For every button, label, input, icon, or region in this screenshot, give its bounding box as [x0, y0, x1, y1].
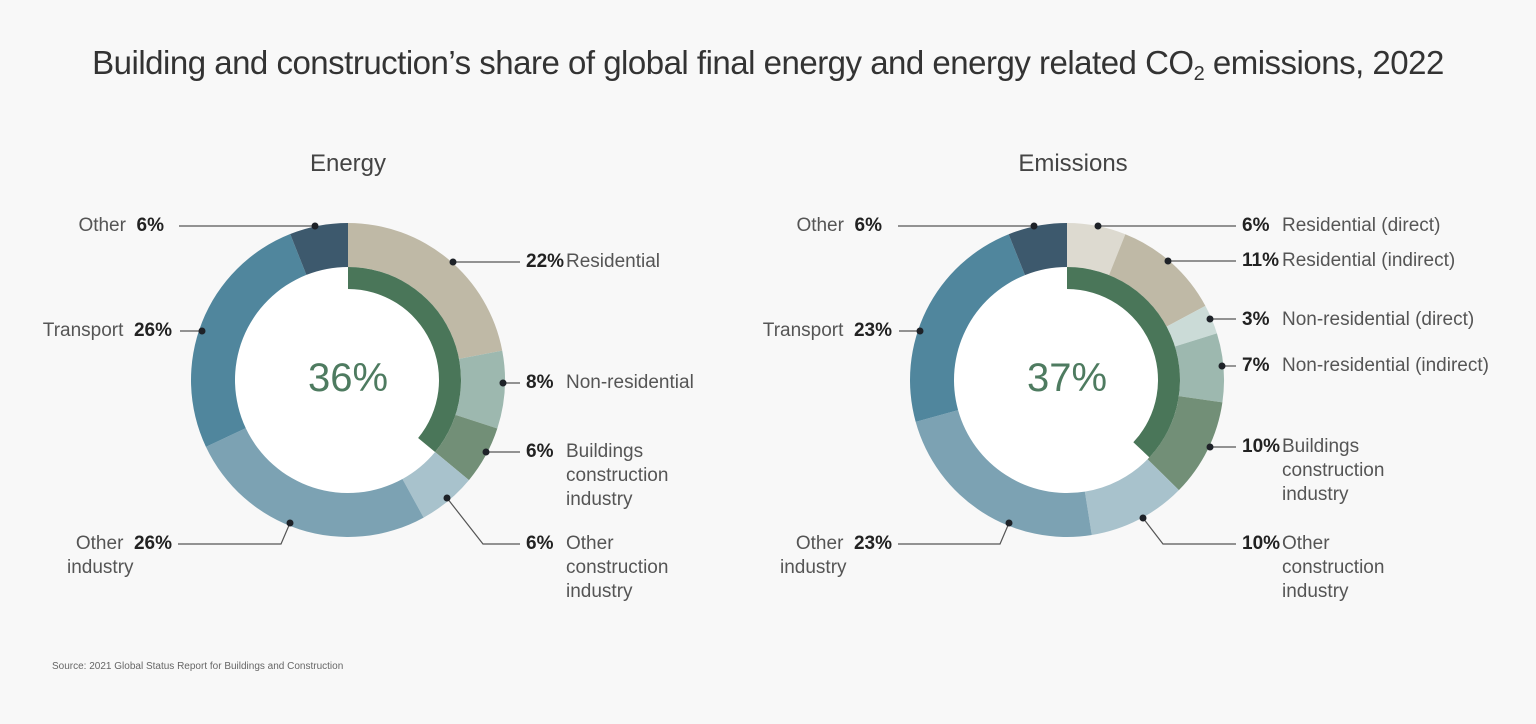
donut-segment	[290, 223, 348, 275]
label-pct: 10%	[1242, 436, 1281, 457]
emissions-label-residential-indirect: 11% Residential (indirect)	[1242, 249, 1455, 273]
label-pct: 6%	[526, 533, 554, 554]
label-pct: 23%	[853, 533, 892, 554]
donut-segment	[909, 234, 1026, 422]
energy-label-other-construction: 6% Other construction industry	[526, 532, 668, 604]
leader-dots	[198, 222, 1226, 527]
label-name: industry	[566, 581, 633, 602]
label-pct: 26%	[133, 533, 172, 554]
donut-segment	[348, 223, 503, 359]
label-name: industry	[67, 557, 134, 578]
buildings-share-arc	[1067, 267, 1180, 458]
label-name: Residential (direct)	[1282, 215, 1441, 236]
label-name: Transport	[42, 320, 124, 341]
label-name: Buildings	[1282, 436, 1360, 457]
title-tail: emissions, 2022	[1204, 44, 1444, 81]
label-pct: 22%	[526, 251, 565, 272]
label-name: construction	[566, 557, 669, 578]
label-pct: 10%	[1242, 533, 1281, 554]
label-pct: 11%	[1242, 250, 1279, 271]
donut-segment	[1108, 234, 1206, 327]
label-name: construction	[566, 465, 669, 486]
label-name: Buildings	[566, 441, 644, 462]
label-pct: 6%	[136, 215, 164, 236]
label-name: Other	[1282, 533, 1330, 554]
energy-label-buildings-construction: 6% Buildings construction industry	[526, 440, 668, 512]
label-name: Non-residential (direct)	[1282, 309, 1475, 330]
label-name: Other	[75, 533, 124, 554]
emissions-donut	[909, 223, 1225, 538]
label-name: Non-residential (indirect)	[1282, 355, 1489, 376]
donut-segment	[402, 452, 469, 518]
donut-segment	[1147, 396, 1223, 491]
label-pct: 8%	[526, 372, 554, 393]
title-text: Building and construction’s share of glo…	[92, 44, 1194, 81]
donut-segment	[205, 428, 424, 537]
label-pct: 6%	[526, 441, 554, 462]
emissions-label-transport: Transport 23%	[740, 319, 892, 343]
buildings-share-arc	[348, 267, 461, 453]
emissions-label-residential-direct: 6% Residential (direct)	[1242, 214, 1440, 238]
energy-center-value: 36%	[307, 356, 389, 400]
emissions-center-value: 37%	[1026, 356, 1108, 400]
energy-label-transport: Transport 26%	[20, 319, 172, 343]
donut-segment	[1166, 305, 1217, 347]
label-name: industry	[566, 489, 633, 510]
label-name: Other	[78, 215, 126, 236]
donut-segment	[1008, 223, 1067, 276]
label-pct: 26%	[133, 320, 172, 341]
emissions-label-buildings-construction: 10% Buildings construction industry	[1242, 435, 1384, 507]
label-name: Other	[795, 533, 844, 554]
label-name: Residential	[566, 251, 660, 272]
label-pct: 3%	[1242, 309, 1270, 330]
label-name: Transport	[762, 320, 844, 341]
label-pct: 7%	[1242, 355, 1270, 376]
page-title: Building and construction’s share of glo…	[0, 44, 1536, 85]
label-name: industry	[780, 557, 847, 578]
label-name: Other	[566, 533, 614, 554]
energy-label-residential: 22% Residential	[526, 250, 660, 274]
label-name: industry	[1282, 581, 1349, 602]
energy-label-other-industry: Other 26% industry	[40, 532, 172, 578]
label-name: construction	[1282, 460, 1385, 481]
label-pct: 23%	[853, 320, 892, 341]
donut-segment	[1067, 223, 1126, 276]
energy-donut	[190, 223, 505, 537]
emissions-label-non-residential-indirect: 7% Non-residential (indirect)	[1242, 354, 1489, 378]
label-name: Residential (indirect)	[1282, 250, 1456, 271]
emissions-label-other-construction: 10% Other construction industry	[1242, 532, 1384, 604]
label-name: industry	[1282, 484, 1349, 505]
title-subscript: 2	[1193, 63, 1205, 85]
energy-chart-title: Energy	[309, 150, 387, 177]
emissions-label-other-industry: Other 23% industry	[760, 532, 892, 578]
source-note: Source: 2021 Global Status Report for Bu…	[52, 661, 344, 672]
label-pct: 6%	[854, 215, 882, 236]
donut-segment	[915, 410, 1092, 538]
donut-segment	[1174, 333, 1225, 403]
label-name: construction	[1282, 557, 1385, 578]
label-name: Other	[796, 215, 844, 236]
energy-label-non-residential: 8% Non-residential	[526, 371, 694, 395]
emissions-label-other: Other 6%	[760, 214, 882, 238]
donut-segment	[1084, 459, 1179, 536]
energy-label-other: Other 6%	[40, 214, 164, 238]
label-name: Non-residential	[566, 372, 694, 393]
donut-segment	[455, 350, 505, 429]
donut-segment	[435, 414, 498, 481]
emissions-label-non-residential-direct: 3% Non-residential (direct)	[1242, 308, 1474, 332]
emissions-chart-title: Emissions	[1018, 150, 1128, 177]
donut-segment	[190, 234, 307, 447]
label-pct: 6%	[1242, 215, 1270, 236]
